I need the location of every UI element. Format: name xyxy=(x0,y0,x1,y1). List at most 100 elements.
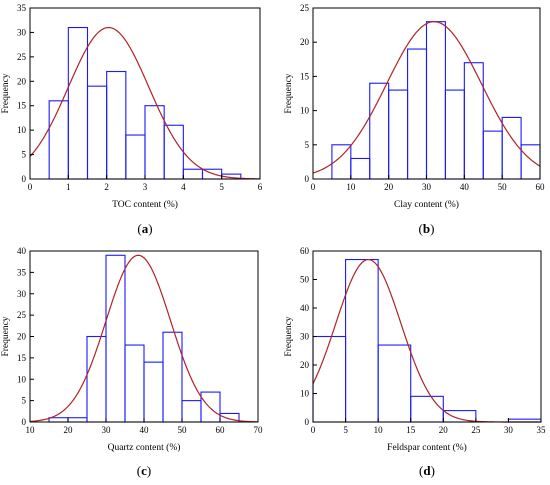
chart-panel-b: 0 10 20 30 40 50 60 0 5 10 15 20 25 Clay content (%) F… xyxy=(284,3,545,236)
panel-caption: (b) xyxy=(419,221,435,236)
y-tick-label: 10 xyxy=(300,106,310,116)
y-tick-label: 10 xyxy=(17,374,27,384)
x-tick-label: 70 xyxy=(254,425,264,435)
histogram-bar xyxy=(67,417,88,423)
x-tick-label: 30 xyxy=(422,182,432,192)
histogram-bar xyxy=(105,254,126,423)
y-tick-label: 40 xyxy=(17,246,27,256)
y-axis-title: Frequency xyxy=(1,316,11,356)
x-tick-label: 10 xyxy=(374,425,384,435)
histogram-bar xyxy=(200,391,221,423)
y-tick-label: 15 xyxy=(17,101,27,111)
x-tick-label: 0 xyxy=(311,182,316,192)
x-tick-label: 60 xyxy=(216,425,226,435)
y-tick-label: 20 xyxy=(17,76,27,86)
histogram-bar xyxy=(106,70,127,180)
histogram-bar xyxy=(86,85,108,180)
x-tick-label: 15 xyxy=(406,425,416,435)
y-tick-label: 10 xyxy=(17,125,27,135)
panel-caption: (a) xyxy=(137,221,152,236)
histogram-bar xyxy=(182,168,204,180)
histogram-bar xyxy=(425,21,446,180)
x-tick-label: 20 xyxy=(439,425,449,435)
x-tick-label: 3 xyxy=(143,182,148,192)
chart-panel-d: 0 5 10 15 20 25 30 35 0 10 20 30 40 50 60 Feldspar cont… xyxy=(284,246,546,478)
y-axis-title: Frequency xyxy=(284,73,294,113)
chart-panel-c: 10 20 30 40 50 60 70 0 5 10 15 20 25 30 35 40 Quartz con… xyxy=(1,246,263,478)
histogram-bar xyxy=(410,395,444,423)
y-tick-label: 50 xyxy=(300,275,310,285)
x-tick-label: 20 xyxy=(64,425,74,435)
histogram-bar xyxy=(345,258,379,423)
histogram-bar xyxy=(444,89,465,180)
x-axis-title: Feldspar content (%) xyxy=(387,442,467,453)
histogram-bar xyxy=(125,134,146,180)
histogram-bar xyxy=(350,157,371,180)
histogram-bar xyxy=(143,361,164,423)
histogram-bar xyxy=(501,116,522,180)
x-tick-label: 60 xyxy=(536,182,546,192)
y-tick-label: 35 xyxy=(17,267,27,277)
x-tick-label: 30 xyxy=(102,425,112,435)
histogram-bar xyxy=(312,335,347,423)
x-tick-label: 1 xyxy=(66,182,71,192)
y-tick-label: 20 xyxy=(300,37,310,47)
normal-fit-curve xyxy=(312,258,541,423)
x-tick-label: 50 xyxy=(178,425,188,435)
normal-fit-curve xyxy=(312,21,541,174)
x-axis-title: TOC content (%) xyxy=(112,199,178,210)
y-axis-title: Frequency xyxy=(284,316,294,356)
histogram-bar xyxy=(48,417,69,423)
y-tick-label: 25 xyxy=(300,3,310,13)
x-tick-label: 4 xyxy=(181,182,186,192)
y-tick-label: 30 xyxy=(17,27,27,37)
histogram-bar xyxy=(181,400,202,423)
y-tick-label: 5 xyxy=(22,396,27,406)
histogram-bar xyxy=(388,89,409,180)
panel-caption: (d) xyxy=(419,463,435,478)
y-tick-label: 60 xyxy=(300,246,310,256)
histogram-bar xyxy=(482,130,503,180)
x-tick-label: 25 xyxy=(471,425,481,435)
x-tick-label: 10 xyxy=(346,182,356,192)
x-axis-title: Quartz content (%) xyxy=(108,442,181,453)
histogram-bar xyxy=(463,62,484,180)
y-tick-label: 20 xyxy=(17,332,27,342)
x-tick-label: 0 xyxy=(28,182,33,192)
x-tick-label: 20 xyxy=(384,182,394,192)
y-tick-label: 20 xyxy=(300,360,310,370)
x-axis-title: Clay content (%) xyxy=(394,199,459,210)
panel-caption: (c) xyxy=(137,463,151,478)
y-tick-label: 5 xyxy=(305,140,310,150)
x-tick-label: 40 xyxy=(460,182,470,192)
x-tick-label: 50 xyxy=(498,182,508,192)
y-tick-label: 0 xyxy=(22,174,27,184)
y-tick-label: 0 xyxy=(305,174,310,184)
y-tick-label: 25 xyxy=(17,52,27,62)
normal-fit-curve xyxy=(29,254,259,423)
y-tick-label: 30 xyxy=(17,289,27,299)
histogram-bar xyxy=(67,26,89,180)
y-tick-label: 5 xyxy=(22,150,27,160)
x-tick-label: 6 xyxy=(258,182,263,192)
histogram-bar xyxy=(377,344,412,423)
y-tick-label: 40 xyxy=(300,303,310,313)
x-tick-label: 0 xyxy=(311,425,316,435)
y-tick-label: 35 xyxy=(17,3,27,13)
chart-panel-a: 0 1 2 3 4 5 6 0 5 10 15 20 25 30 35 TOC content (%) Freq… xyxy=(1,3,263,236)
x-tick-label: 10 xyxy=(26,425,36,435)
histogram-bar xyxy=(124,344,145,423)
x-tick-label: 40 xyxy=(140,425,150,435)
histogram-bar xyxy=(163,124,184,180)
y-tick-label: 25 xyxy=(17,310,27,320)
y-tick-label: 0 xyxy=(305,417,310,427)
y-tick-label: 0 xyxy=(22,417,27,427)
x-tick-label: 30 xyxy=(504,425,514,435)
x-tick-label: 2 xyxy=(104,182,109,192)
y-tick-label: 15 xyxy=(300,71,310,81)
histogram-bar xyxy=(48,100,69,180)
y-tick-label: 15 xyxy=(17,353,27,363)
histogram-bar xyxy=(144,105,165,180)
x-tick-label: 5 xyxy=(219,182,224,192)
